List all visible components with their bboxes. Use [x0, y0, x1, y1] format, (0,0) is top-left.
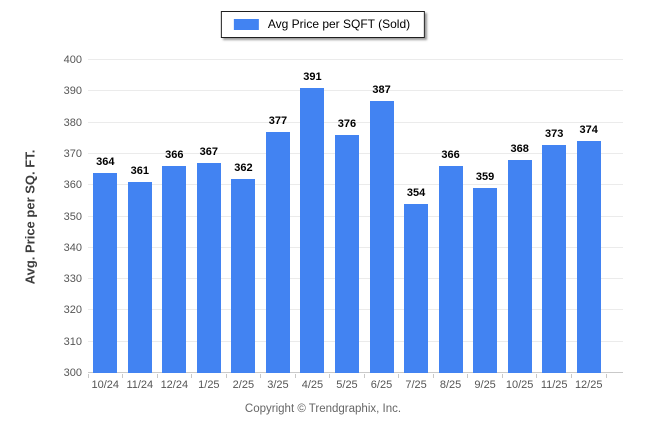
y-tick-label: 370	[63, 147, 82, 160]
legend-swatch	[233, 18, 259, 30]
x-tick-label: 4/25	[301, 379, 324, 391]
bar-slot: 362	[226, 60, 261, 373]
bar-slot: 366	[433, 60, 468, 373]
bar-slot: 374	[571, 60, 606, 373]
bar	[196, 163, 221, 373]
y-tick-label: 320	[63, 304, 82, 317]
bar	[438, 166, 463, 373]
bar-value-label: 374	[579, 124, 598, 137]
x-tick-label: 6/25	[370, 379, 393, 391]
bar-slot: 354	[399, 60, 434, 373]
bar-slot: 364	[88, 60, 123, 373]
bar	[369, 100, 394, 373]
bar-slot: 368	[502, 60, 537, 373]
bar	[473, 188, 498, 373]
legend: Avg Price per SQFT (Sold)	[220, 11, 426, 38]
y-tick-label: 340	[63, 241, 82, 254]
x-tick-label: 11/25	[540, 379, 568, 391]
bar-slot: 376	[330, 60, 365, 373]
bar-value-label: 354	[406, 186, 426, 199]
x-axis-ticks	[87, 374, 607, 379]
y-tick-label: 330	[63, 273, 82, 286]
bar	[334, 135, 359, 373]
y-tick-label: 360	[63, 179, 82, 192]
x-tick-label: 12/24	[160, 379, 189, 391]
bar-value-label: 367	[199, 146, 219, 159]
bars-container: 364 361 366 367 362 377 391 376 387 354 366 359 368 3…	[88, 60, 606, 373]
bar-slot: 361	[123, 60, 158, 373]
x-tick-label: 1/25	[198, 379, 220, 391]
bar	[127, 182, 152, 373]
bar-value-label: 373	[544, 127, 564, 140]
x-axis-tick	[536, 374, 538, 378]
x-axis-tick	[398, 374, 400, 378]
x-axis-tick	[570, 374, 572, 378]
bar-value-label: 361	[130, 165, 149, 178]
bar	[507, 160, 532, 373]
bar-value-label: 391	[303, 71, 322, 84]
bar-slot: 387	[364, 60, 399, 373]
bar	[93, 172, 118, 373]
bar-value-label: 377	[268, 115, 288, 127]
bar-value-label: 362	[234, 161, 253, 174]
gridline	[88, 59, 623, 60]
bar-value-label: 376	[337, 118, 357, 131]
y-tick-label: 350	[63, 210, 82, 223]
copyright-text: Copyright © Trendgraphix, Inc.	[244, 403, 402, 415]
bar-slot: 373	[537, 60, 572, 373]
x-tick-label: 7/25	[405, 379, 427, 391]
bar	[576, 141, 601, 373]
legend-label: Avg Price per SQFT (Sold)	[267, 17, 411, 31]
y-tick-label: 400	[63, 54, 82, 66]
bar	[162, 166, 187, 373]
bar-value-label: 359	[475, 171, 495, 184]
x-axis-tick	[87, 374, 89, 378]
x-axis-tick	[605, 374, 607, 378]
x-axis-tick	[432, 374, 434, 378]
bar-value-label: 366	[165, 149, 184, 162]
gridline	[88, 121, 623, 123]
x-axis-labels: 10/24 11/24 12/24 1/25 2/25 3/25 4/25 5/25 6/25 7…	[88, 379, 606, 391]
y-tick-label: 390	[63, 85, 82, 98]
bar-slot: 359	[468, 60, 503, 373]
bar-value-label: 364	[96, 155, 115, 168]
x-tick-label: 10/25	[505, 379, 534, 391]
y-tick-label: 310	[63, 335, 82, 348]
x-tick-label: 2/25	[232, 379, 255, 391]
x-tick-label: 5/25	[336, 379, 358, 391]
x-tick-label: 10/24	[91, 379, 120, 391]
bar	[231, 178, 256, 373]
x-axis-tick	[122, 374, 124, 378]
x-tick-label: 3/25	[267, 379, 289, 391]
bar	[542, 144, 567, 373]
x-axis-tick	[467, 374, 469, 378]
x-axis-tick	[191, 374, 193, 378]
bar-slot: 377	[261, 60, 296, 373]
bar-value-label: 387	[372, 83, 391, 96]
x-tick-label: 12/25	[574, 379, 603, 391]
bar-value-label: 366	[441, 149, 460, 162]
x-tick-label: 9/25	[474, 379, 496, 391]
x-axis-tick	[294, 374, 296, 378]
gridline	[88, 90, 623, 92]
bar-slot: 391	[295, 60, 330, 373]
x-axis-tick	[225, 374, 227, 378]
x-axis-tick	[501, 374, 503, 378]
bar-slot: 366	[157, 60, 192, 373]
bar	[265, 132, 290, 373]
x-axis-tick	[329, 374, 331, 378]
x-axis-tick	[260, 374, 262, 378]
x-tick-label: 11/24	[126, 379, 154, 391]
bar-slot: 367	[192, 60, 227, 373]
bar	[404, 203, 429, 373]
y-axis-labels: 300 310 320 330 340 350 360 370 380 390 400	[0, 54, 82, 379]
x-axis-tick	[156, 374, 158, 378]
y-tick-label: 380	[63, 116, 82, 129]
x-axis-tick	[363, 374, 365, 378]
bar	[300, 88, 325, 373]
y-tick-label: 300	[63, 367, 82, 379]
x-tick-label: 8/25	[439, 379, 462, 391]
bar-value-label: 368	[510, 143, 529, 156]
